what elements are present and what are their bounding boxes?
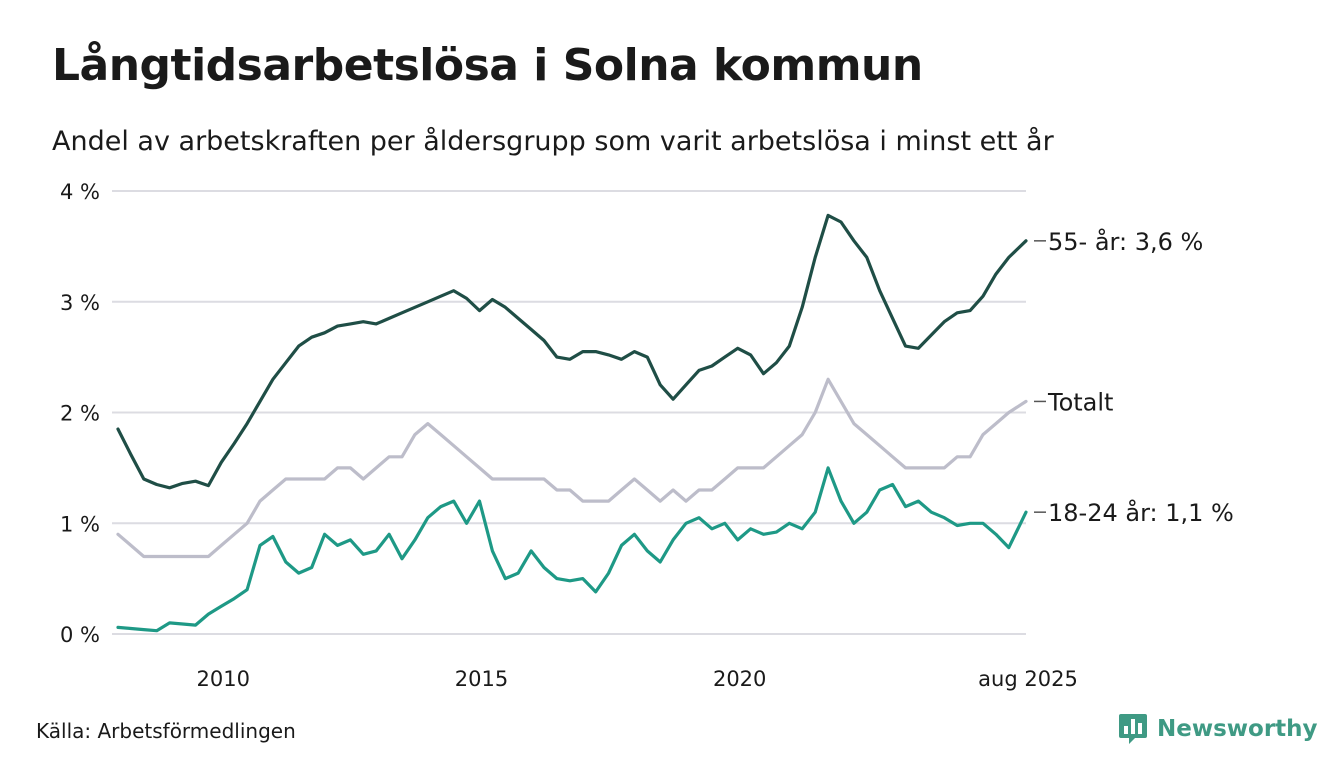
x-tick-label: 2015 [455, 667, 508, 691]
x-axis-ticks: 2010 2015 2020 aug 2025 [197, 667, 1078, 691]
series-end-label: 55- år: 3,6 % [1048, 227, 1203, 256]
series-line [116, 377, 1028, 559]
x-tick-label: 2010 [197, 667, 250, 691]
grid-lines [112, 190, 1026, 635]
x-tick-label: aug 2025 [978, 667, 1078, 691]
y-tick-label: 3 % [60, 291, 100, 315]
series-line [116, 466, 1028, 633]
source-note: Källa: Arbetsförmedlingen [36, 719, 296, 743]
series-end-labels: 55- år: 3,6 % Totalt 18-24 år: 1,1 % [1034, 227, 1234, 527]
series-end-label: Totalt [1047, 388, 1113, 416]
y-tick-label: 2 % [60, 402, 100, 426]
chart-subtitle: Andel av arbetskraften per åldersgrupp s… [52, 126, 1054, 157]
brand-name: Newsworthy [1157, 716, 1318, 742]
series-line [116, 213, 1028, 490]
series-end-label: 18-24 år: 1,1 % [1048, 498, 1234, 527]
line-chart: 0 % 1 % 2 % 3 % 4 % 2010 2015 2020 aug 2025 55-… [60, 180, 1234, 691]
x-tick-label: 2020 [713, 667, 766, 691]
chart-title: Långtidsarbetslösa i Solna kommun [52, 40, 923, 91]
y-tick-label: 1 % [60, 512, 100, 536]
brand-logo: Newsworthy [1118, 713, 1318, 745]
series-lines [116, 213, 1028, 633]
y-tick-label: 0 % [60, 623, 100, 647]
y-axis-ticks: 0 % 1 % 2 % 3 % 4 % [60, 180, 100, 647]
bar-chart-logo-icon [1119, 714, 1147, 744]
y-tick-label: 4 % [60, 180, 100, 204]
